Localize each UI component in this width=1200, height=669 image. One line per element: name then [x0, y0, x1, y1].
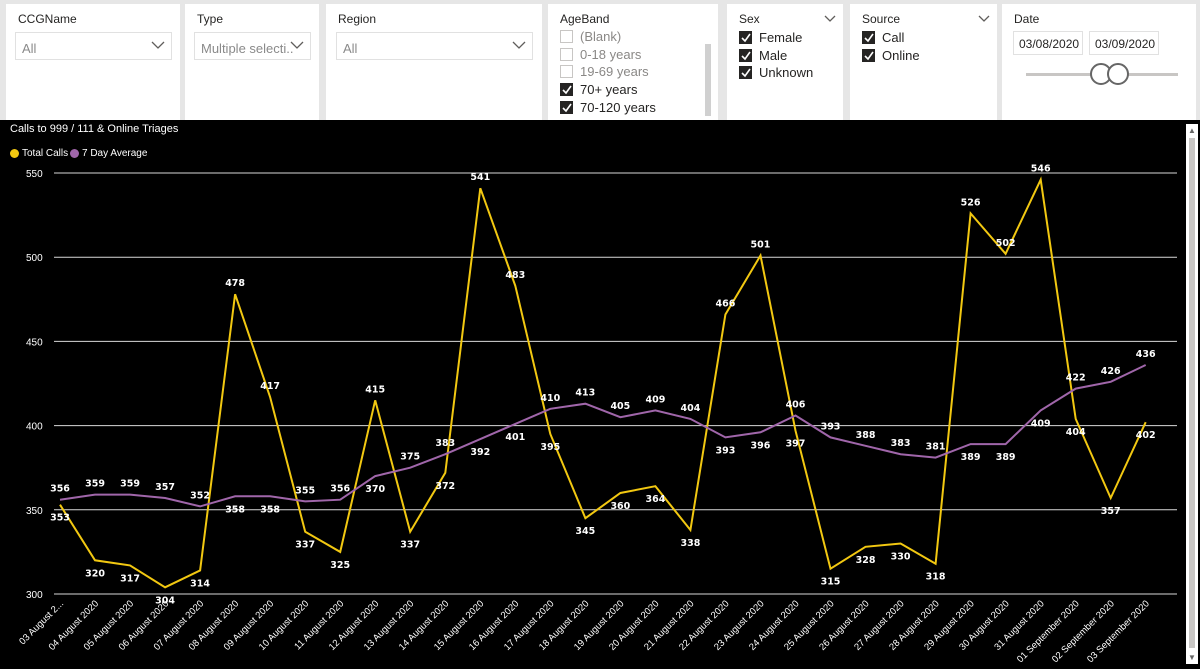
checkbox-checked-icon[interactable] — [739, 66, 752, 80]
slicer-title-source: Source — [862, 12, 901, 26]
region-slicer: Region All — [326, 4, 542, 120]
checkbox-checked-icon[interactable] — [739, 48, 752, 62]
checkbox-label: Call — [882, 30, 905, 45]
checkbox-label: (Blank) — [580, 29, 622, 44]
chevron-down-icon[interactable] — [824, 15, 836, 23]
checkbox-icon[interactable] — [560, 30, 573, 43]
chevron-down-icon — [512, 41, 526, 49]
type-value: Multiple selecti... — [201, 41, 293, 56]
ageband-slicer: AgeBand (Blank) 0-18 years 19-69 years 70+ … — [548, 4, 718, 120]
slicer-title-date: Date — [1014, 12, 1040, 26]
ccgname-value: All — [22, 41, 37, 56]
ccgname-slicer: CCGName All — [6, 4, 180, 120]
chevron-down-icon[interactable] — [978, 15, 990, 23]
source-slicer: Source Call Online — [850, 4, 997, 120]
slicer-title-ageband: AgeBand — [560, 12, 610, 26]
sex-slicer: Sex Female Male Unknown — [727, 4, 843, 120]
checkbox-label: Female — [759, 30, 803, 45]
checkbox-label: Online — [882, 47, 920, 63]
legend-marker-total-calls — [10, 149, 19, 158]
slicer-title-sex: Sex — [739, 12, 760, 26]
legend-label-7-day-average[interactable]: 7 Day Average — [82, 148, 148, 159]
region-dropdown[interactable]: All — [336, 32, 533, 60]
checkbox-label: 0-18 years — [580, 46, 642, 62]
date-slider-end-handle[interactable] — [1107, 63, 1129, 85]
checkbox-label: Unknown — [759, 65, 814, 81]
checkbox-icon[interactable] — [560, 65, 573, 79]
chevron-down-icon — [151, 41, 165, 49]
slicer-title-ccgname: CCGName — [18, 12, 77, 26]
checkbox-label: 70-120 years — [580, 99, 656, 115]
ccgname-dropdown[interactable]: All — [15, 32, 172, 60]
date-slicer: Date — [1002, 4, 1196, 120]
type-dropdown[interactable]: Multiple selecti... — [194, 32, 311, 60]
slicer-title-type: Type — [197, 12, 224, 26]
checkbox-checked-icon[interactable] — [560, 100, 573, 114]
checkbox-checked-icon[interactable] — [560, 83, 573, 97]
checkbox-label: 70+ years — [580, 82, 638, 98]
chart-title: Calls to 999 / 111 & Online Triages — [10, 123, 179, 135]
slicer-title-region: Region — [338, 12, 377, 26]
checkbox-checked-icon[interactable] — [739, 31, 752, 44]
ageband-scrollbar[interactable] — [705, 44, 711, 116]
legend-label-total-calls[interactable]: Total Calls — [22, 148, 69, 159]
region-value: All — [343, 41, 358, 56]
checkbox-label: Male — [759, 47, 788, 63]
date-end-input[interactable]: 03/09/2020 — [1089, 31, 1159, 55]
chevron-down-icon — [290, 41, 304, 49]
date-start-input[interactable]: 03/08/2020 — [1013, 31, 1083, 55]
scrollbar-thumb[interactable] — [1189, 138, 1195, 648]
legend-marker-7-day-average — [70, 149, 79, 158]
checkbox-checked-icon[interactable] — [862, 31, 875, 44]
type-slicer: Type Multiple selecti... — [185, 4, 319, 120]
chart-panel — [0, 120, 1200, 669]
checkbox-label: 19-69 years — [580, 64, 649, 80]
scroll-down-icon[interactable]: ▼ — [1188, 653, 1196, 662]
chart-scrollbar[interactable]: ▲ ▼ — [1186, 124, 1198, 664]
scroll-up-icon[interactable]: ▲ — [1188, 126, 1196, 135]
checkbox-checked-icon[interactable] — [862, 48, 875, 62]
checkbox-icon[interactable] — [560, 47, 573, 61]
